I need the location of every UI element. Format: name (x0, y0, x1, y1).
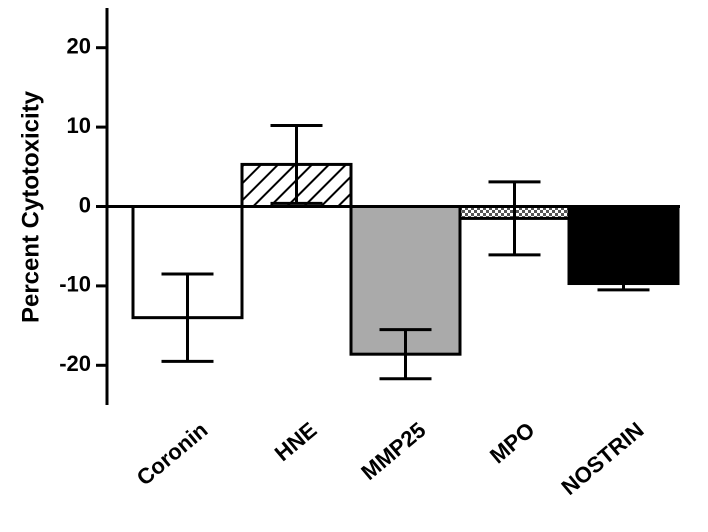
y-tick-label: -10 (59, 272, 91, 297)
y-tick-label: -20 (59, 351, 91, 376)
y-axis-label: Percent Cytotoxicity (17, 90, 44, 323)
x-tick-label: HNE (270, 417, 322, 466)
y-tick-label: 10 (67, 113, 91, 138)
bar (567, 205, 680, 286)
y-tick-label: 20 (67, 34, 91, 59)
y-tick-label: 0 (79, 192, 91, 217)
x-tick-label: MPO (485, 417, 539, 468)
x-tick-label: Coronin (132, 417, 213, 490)
x-tick-label: MMP25 (356, 417, 430, 485)
x-tick-label: NOSTRIN (557, 417, 649, 500)
